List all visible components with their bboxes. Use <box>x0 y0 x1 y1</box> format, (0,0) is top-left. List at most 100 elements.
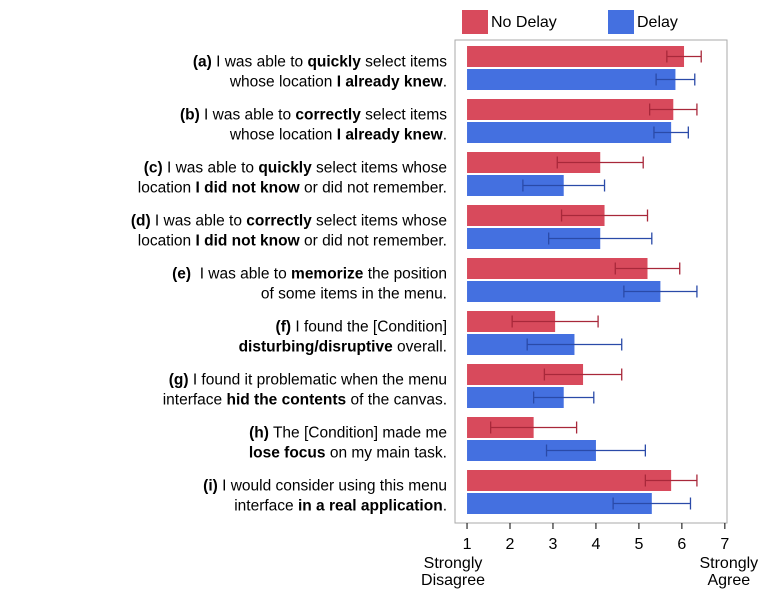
label-segment: interface <box>234 498 298 515</box>
label-segment: quickly <box>258 160 312 177</box>
label-segment: (h) <box>249 425 269 442</box>
category-label: (e) I was able to memorize the position <box>172 266 447 283</box>
bar <box>467 122 672 143</box>
label-segment: quickly <box>307 54 361 71</box>
x-end-label: Strongly <box>424 555 483 572</box>
x-end-label: Disagree <box>421 572 485 589</box>
bar <box>467 99 674 120</box>
legend-label: Delay <box>637 14 678 31</box>
error-bar <box>623 285 698 298</box>
error-bar <box>548 232 653 245</box>
bar <box>467 311 556 332</box>
error-bar <box>666 50 702 63</box>
bar <box>467 228 601 249</box>
label-segment: overall. <box>393 339 447 356</box>
label-segment: whose location <box>229 127 337 144</box>
label-segment: (e) <box>172 266 191 283</box>
error-bar <box>490 421 578 434</box>
error-bar <box>649 103 698 116</box>
error-bar <box>560 209 649 222</box>
label-segment: or did not remember. <box>300 233 447 250</box>
error-bar <box>614 262 681 275</box>
bar <box>467 440 596 461</box>
label-segment: I was able to <box>163 160 259 177</box>
label-segment: I was able to <box>151 213 247 230</box>
label-segment: select items whose <box>312 160 447 177</box>
category-label: (d) I was able to correctly select items… <box>131 213 447 230</box>
bar <box>467 281 661 302</box>
label-segment: select items whose <box>312 213 447 230</box>
x-tick-label: 3 <box>549 536 558 553</box>
label-segment: I already knew <box>337 127 444 144</box>
error-bar <box>644 474 698 487</box>
legend-label: No Delay <box>491 14 557 31</box>
label-segment: (g) <box>169 372 189 389</box>
error-bar <box>653 126 689 139</box>
label-segment: (a) <box>193 54 212 71</box>
label-segment: I already knew <box>337 74 444 91</box>
error-bar <box>655 73 696 86</box>
label-segment: I found the [Condition] <box>291 319 447 336</box>
category-label: interface hid the contents of the canvas… <box>163 392 447 409</box>
category-label: (c) I was able to quickly select items w… <box>144 160 447 177</box>
label-segment: location <box>138 180 196 197</box>
bar <box>467 364 584 385</box>
x-tick-label: 5 <box>634 536 643 553</box>
error-bar <box>522 179 606 192</box>
label-segment: memorize <box>291 266 364 283</box>
x-tick-label: 6 <box>677 536 686 553</box>
label-segment: hid the contents <box>226 392 346 409</box>
bar <box>467 69 676 90</box>
category-label: of some items in the menu. <box>261 286 447 303</box>
category-label: (b) I was able to correctly select items <box>180 107 447 124</box>
bar <box>467 470 672 491</box>
error-bar <box>545 444 647 457</box>
label-segment: whose location <box>229 74 337 91</box>
category-label: (g) I found it problematic when the menu <box>169 372 447 389</box>
label-segment: location <box>138 233 196 250</box>
error-bar <box>612 497 692 510</box>
category-label: location I did not know or did not remem… <box>138 233 447 250</box>
category-label: whose location I already knew. <box>229 127 447 144</box>
x-tick-label: 4 <box>591 536 600 553</box>
label-segment: of the canvas. <box>346 392 447 409</box>
x-tick-label: 7 <box>720 536 729 553</box>
label-segment: (b) <box>180 107 200 124</box>
error-bar <box>526 338 623 351</box>
x-tick-label: 1 <box>463 536 472 553</box>
label-segment: . <box>443 127 447 144</box>
error-bar <box>556 156 644 169</box>
category-label: disturbing/disruptive overall. <box>239 339 447 356</box>
label-segment: correctly <box>246 213 312 230</box>
label-segment: disturbing/disruptive <box>239 339 394 356</box>
label-segment: I would consider using this menu <box>218 478 447 495</box>
category-label: (i) I would consider using this menu <box>203 478 447 495</box>
bar <box>467 258 648 279</box>
bar <box>467 46 685 67</box>
x-end-label: Strongly <box>699 555 758 572</box>
label-segment: (i) <box>203 478 218 495</box>
label-segment: select items <box>361 107 447 124</box>
label-segment: (d) <box>131 213 151 230</box>
bar <box>467 152 601 173</box>
label-segment: I was able to <box>191 266 291 283</box>
bar <box>467 205 605 226</box>
label-segment: (f) <box>276 319 292 336</box>
legend-swatch <box>462 10 488 34</box>
category-label: location I did not know or did not remem… <box>138 180 447 197</box>
error-bar <box>511 315 599 328</box>
label-segment: correctly <box>295 107 361 124</box>
label-segment: . <box>443 74 447 91</box>
label-segment: I found it problematic when the menu <box>189 372 447 389</box>
label-segment: or did not remember. <box>300 180 447 197</box>
label-segment: The [Condition] made me <box>269 425 447 442</box>
bar <box>467 493 652 514</box>
x-end-label: Agree <box>707 572 750 589</box>
category-label: interface in a real application. <box>234 498 447 515</box>
bar <box>467 387 564 408</box>
x-tick-label: 2 <box>506 536 515 553</box>
label-segment: (c) <box>144 160 163 177</box>
label-segment: . <box>443 498 447 515</box>
label-segment: lose focus <box>249 445 326 462</box>
